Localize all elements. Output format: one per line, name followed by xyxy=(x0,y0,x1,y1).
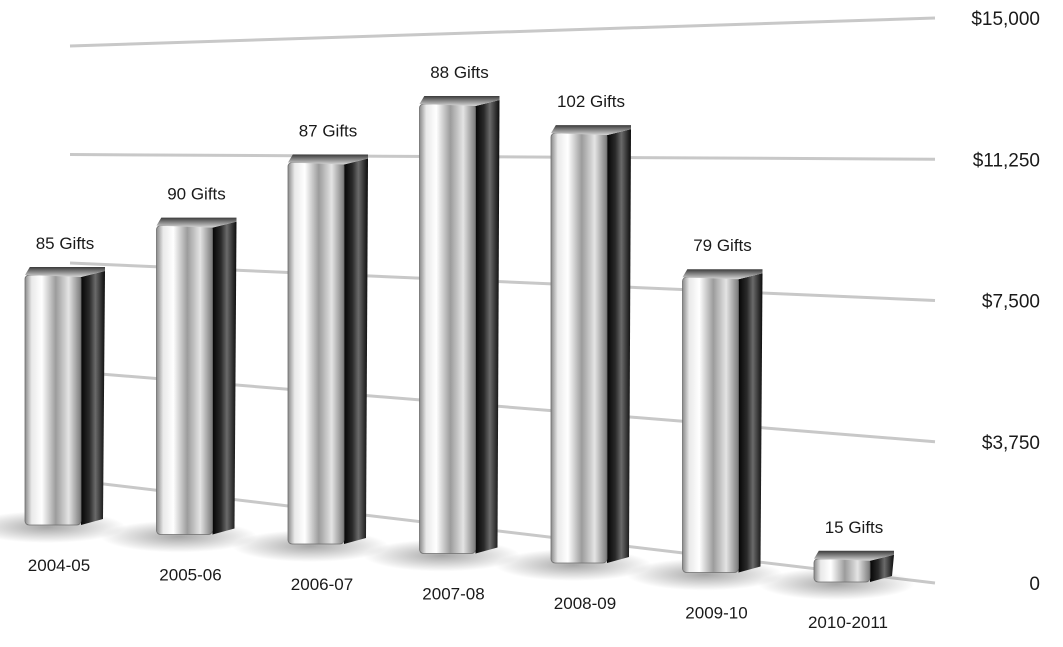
y-tick-label-2: $7,500 xyxy=(982,292,1040,313)
bars xyxy=(24,96,894,583)
data-label-0: 85 Gifts xyxy=(36,234,95,253)
labels: 0 $3,750 $7,500 $11,250 $15,000 85 Gifts 2004-… xyxy=(28,9,1040,632)
x-tick-label-4: 2008-09 xyxy=(554,594,616,613)
bar-side-1 xyxy=(212,221,237,535)
bar-side-2 xyxy=(344,158,368,544)
data-label-4: 102 Gifts xyxy=(557,92,625,111)
x-tick-label-0: 2004-05 xyxy=(28,556,90,575)
y-tick-label-3: $11,250 xyxy=(973,150,1040,171)
bar-5 xyxy=(682,269,763,573)
bar-front-4 xyxy=(550,132,608,564)
data-label-1: 90 Gifts xyxy=(167,185,226,204)
bar-front-1 xyxy=(156,225,213,535)
data-label-6: 15 Gifts xyxy=(825,518,884,537)
x-tick-label-5: 2009-10 xyxy=(685,604,747,623)
x-tick-label-6: 2010-2011 xyxy=(808,613,888,632)
gridline-3 xyxy=(69,153,936,161)
data-label-3: 88 Gifts xyxy=(430,63,489,82)
bar-top-0 xyxy=(25,267,105,278)
bar-front-2 xyxy=(287,162,345,545)
bar-3 xyxy=(419,96,500,554)
x-tick-label-2: 2006-07 xyxy=(291,575,353,594)
bar-top-1 xyxy=(156,217,237,228)
bar-top-6 xyxy=(814,550,894,561)
bar-0 xyxy=(24,267,105,526)
bar-4 xyxy=(550,125,631,564)
bar-6 xyxy=(813,550,894,583)
gridline-4 xyxy=(69,16,936,48)
bar-side-5 xyxy=(738,273,763,573)
data-label-2: 87 Gifts xyxy=(299,122,358,141)
bar-top-2 xyxy=(288,154,368,165)
y-tick-label-4: $15,000 xyxy=(971,9,1040,30)
bar-side-3 xyxy=(475,100,500,554)
bar-front-0 xyxy=(24,274,82,526)
bar-side-0 xyxy=(81,271,105,525)
bar-side-4 xyxy=(607,129,631,563)
x-tick-label-3: 2007-08 xyxy=(422,585,484,604)
y-tick-label-1: $3,750 xyxy=(982,433,1040,454)
x-tick-label-1: 2005-06 xyxy=(159,566,221,585)
bar-top-3 xyxy=(419,96,500,106)
data-label-5: 79 Gifts xyxy=(693,236,752,255)
bar-1 xyxy=(156,217,237,535)
bar-front-3 xyxy=(419,103,476,554)
bar-2 xyxy=(287,154,368,545)
bar-top-4 xyxy=(551,125,631,136)
y-tick-label-0: 0 xyxy=(1029,574,1040,595)
bar-top-5 xyxy=(682,269,763,280)
bar-front-5 xyxy=(682,276,739,573)
bar-side-6 xyxy=(870,554,894,582)
bar-front-6 xyxy=(813,558,871,583)
